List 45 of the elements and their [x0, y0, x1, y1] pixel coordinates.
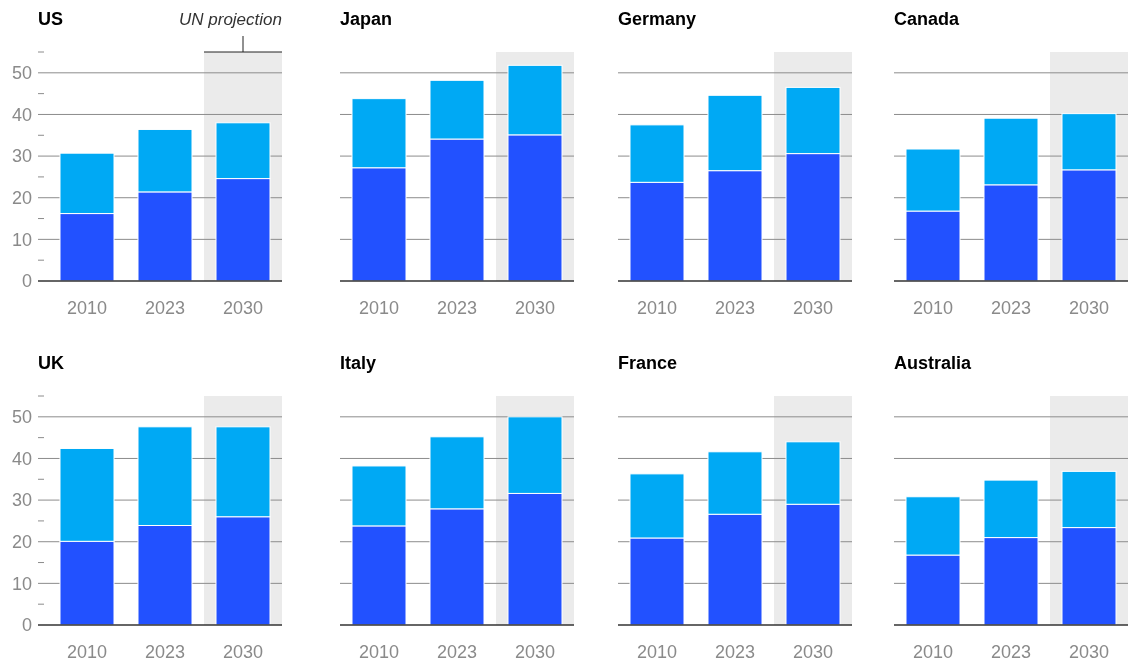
x-tick-label: 2030	[792, 642, 834, 662]
chart-title: UK	[38, 353, 64, 373]
x-tick-label: 2023	[144, 298, 186, 318]
y-tick-label: 40	[11, 104, 32, 125]
x-tick-label: 2023	[436, 642, 478, 662]
x-tick-label: 2023	[990, 298, 1032, 318]
x-tick-label: 2023	[990, 642, 1032, 662]
x-tick-label: 2023	[436, 298, 478, 318]
y-tick-label: 30	[11, 490, 32, 511]
x-tick-label: 2010	[66, 298, 108, 318]
chart-title: Italy	[340, 353, 377, 373]
y-tick-label: 20	[11, 188, 32, 209]
x-tick-label: 2030	[514, 642, 556, 662]
y-tick-label: 50	[11, 407, 32, 428]
x-tick-label: 2010	[66, 642, 108, 662]
x-tick-label: 2010	[912, 298, 954, 318]
chart-title: Australia	[894, 353, 973, 373]
x-tick-label: 2010	[636, 642, 678, 662]
x-tick-label: 2023	[144, 642, 186, 662]
x-tick-label: 2030	[514, 298, 556, 318]
x-tick-label: 2010	[358, 298, 400, 318]
band-label: UN projection	[179, 10, 282, 29]
y-tick-label: 40	[11, 448, 32, 469]
chart-title: Canada	[894, 9, 961, 29]
y-tick-label: 10	[11, 229, 32, 250]
chart-title: France	[618, 353, 678, 373]
x-tick-label: 2010	[912, 642, 954, 662]
x-tick-label: 2030	[1068, 642, 1110, 662]
x-tick-label: 2030	[222, 298, 264, 318]
x-tick-label: 2023	[714, 298, 756, 318]
y-tick-label: 20	[11, 532, 32, 553]
y-tick-label: 10	[11, 573, 32, 594]
x-tick-label: 2010	[636, 298, 678, 318]
chart-title: US	[38, 9, 64, 29]
y-tick-label: 0	[21, 615, 32, 636]
x-tick-label: 2030	[222, 642, 264, 662]
chart-title: Germany	[618, 9, 697, 29]
y-tick-label: 0	[21, 271, 32, 292]
x-tick-label: 2010	[358, 642, 400, 662]
chart-title: Japan	[340, 9, 393, 29]
x-tick-label: 2023	[714, 642, 756, 662]
y-tick-label: 50	[11, 63, 32, 84]
x-tick-label: 2030	[792, 298, 834, 318]
y-tick-label: 30	[11, 146, 32, 167]
x-tick-label: 2030	[1068, 298, 1110, 318]
